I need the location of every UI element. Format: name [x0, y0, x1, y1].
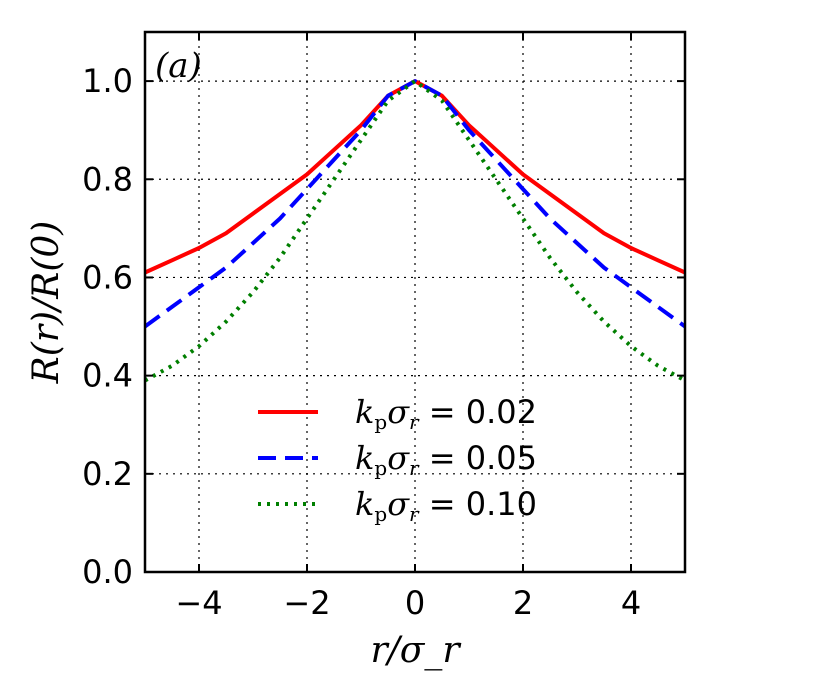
- x-tick-label: 2: [513, 584, 533, 622]
- y-tick-label: 0.2: [82, 455, 133, 493]
- legend-label-1: kpσr = 0.02: [355, 393, 537, 434]
- x-tick-label: 0: [405, 584, 425, 622]
- x-axis-title: r/σ_r: [370, 630, 461, 671]
- series-line-3: [144, 79, 686, 383]
- grid-lines: [145, 32, 685, 573]
- y-tick-label: 0.6: [82, 258, 133, 296]
- legend-label-2: kpσr = 0.05: [355, 439, 537, 480]
- y-tick-label: 0.8: [82, 160, 133, 198]
- plot-series: [143, 79, 687, 383]
- x-tick-label: 4: [621, 584, 641, 622]
- legend-label-3: kpσr = 0.10: [355, 485, 537, 526]
- series-line-2: [143, 79, 687, 329]
- x-tick-label: −4: [175, 584, 222, 622]
- y-axis-title: R(r)/R(0): [26, 221, 67, 385]
- y-tick-label: 0.4: [82, 357, 133, 395]
- panel-label: (a): [155, 46, 202, 86]
- axis-ticks: −4 −2 0 2 4 0.0 0.2 0.4 0.6 0.8 1.0: [82, 32, 685, 622]
- legend: kpσr = 0.02 kpσr = 0.05 kpσr = 0.10: [258, 393, 537, 526]
- y-tick-label: 1.0: [82, 62, 133, 100]
- y-tick-label: 0.0: [82, 553, 133, 591]
- x-tick-label: −2: [283, 584, 330, 622]
- plot-frame: [143, 30, 687, 574]
